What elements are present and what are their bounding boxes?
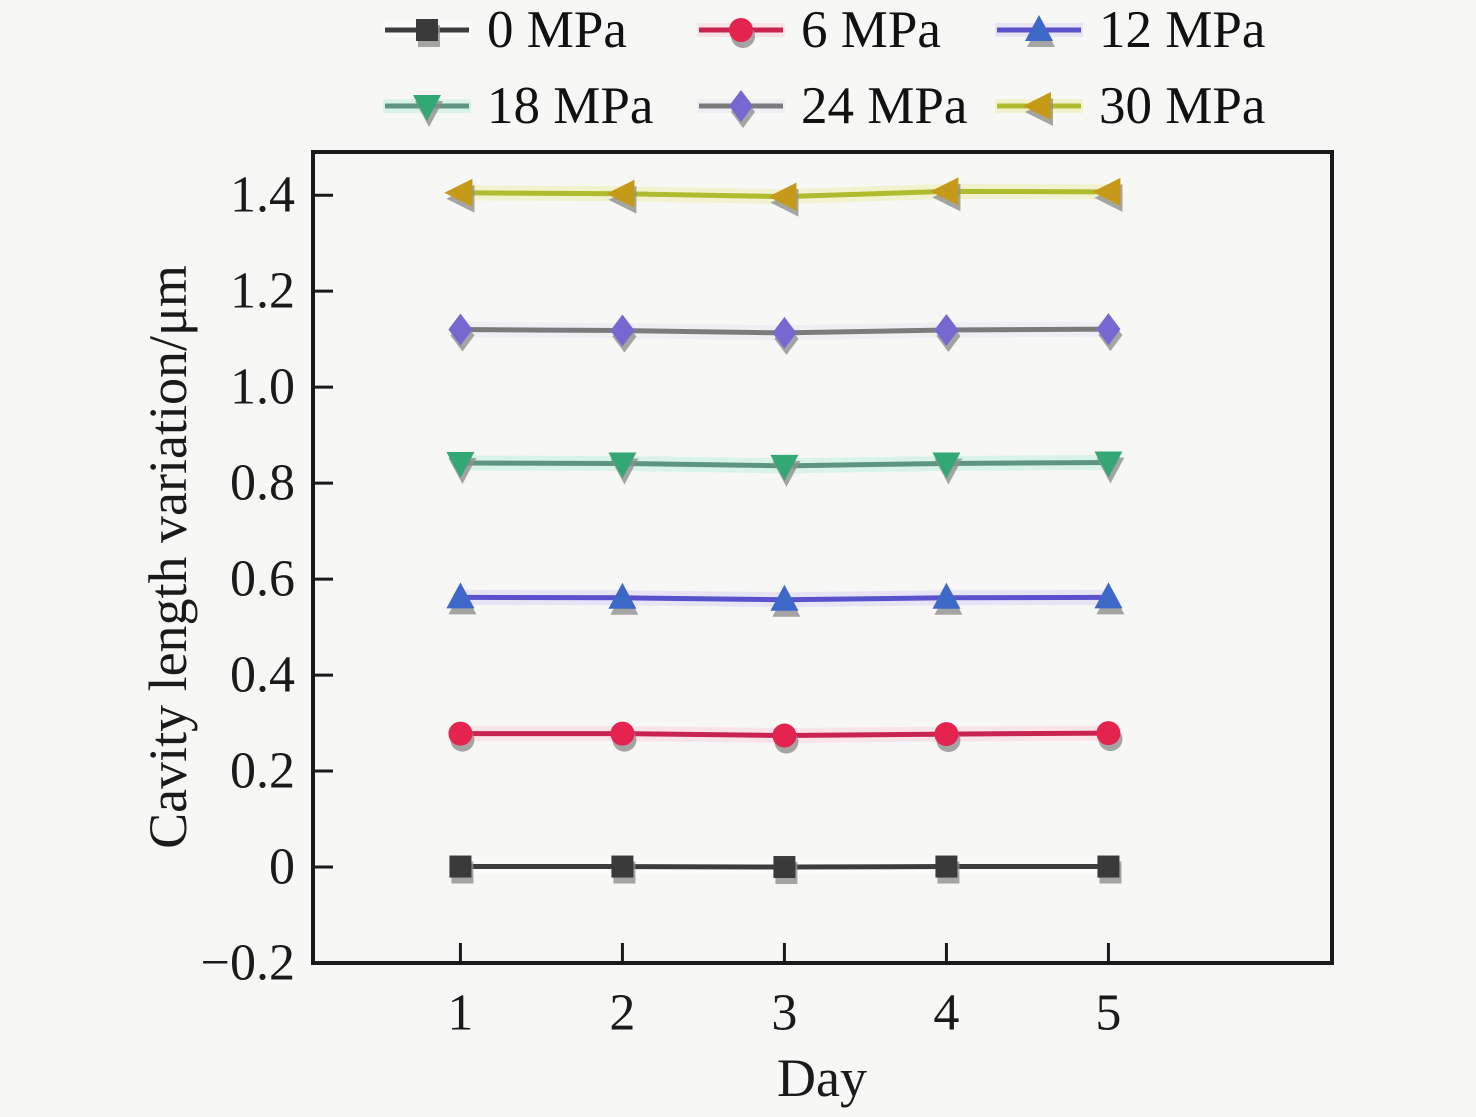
triangle-down-marker-icon <box>770 454 799 481</box>
circle-marker-icon <box>934 722 959 747</box>
triangle-left-marker-icon <box>444 178 473 207</box>
square-marker-icon <box>449 855 472 878</box>
y-tick-label: 0.6 <box>230 551 295 608</box>
y-axis-title: Cavity length variation/μm <box>138 265 198 849</box>
y-tick-label: 0.2 <box>230 743 295 800</box>
circle-marker-icon <box>1096 721 1121 746</box>
legend-item-30-mpa: 30 MPa <box>995 78 1335 134</box>
x-tick-label: 4 <box>933 985 959 1042</box>
triangle-up-marker-icon <box>1025 15 1053 41</box>
x-axis-title: Day <box>777 1048 867 1108</box>
legend-marker-icon <box>995 15 1083 47</box>
legend-marker-icon <box>697 90 785 128</box>
triangle-up-marker-icon <box>770 584 799 611</box>
y-tick-label: −0.2 <box>201 935 295 992</box>
triangle-down-marker-icon <box>1094 451 1123 478</box>
y-tick-label: 1.0 <box>230 359 295 416</box>
triangle-left-marker-icon <box>606 179 635 208</box>
legend-marker-icon <box>383 95 471 127</box>
legend: 0 MPa 6 MPa 12 MPa 18 MPa 24 MPa 30 MPa <box>383 0 1335 144</box>
square-marker-icon <box>773 856 796 879</box>
plot-border <box>311 150 1334 965</box>
legend-label: 0 MPa <box>487 0 627 59</box>
square-marker-icon <box>935 855 958 878</box>
legend-label: 24 MPa <box>801 76 968 135</box>
diamond-marker-icon <box>772 316 797 349</box>
x-tick-label: 5 <box>1095 985 1121 1042</box>
triangle-left-marker-icon <box>768 182 797 211</box>
legend-marker-icon <box>697 18 785 48</box>
plot-area: −0.2 0 0.2 0.4 0.6 0.8 1.0 1.2 1.4 1 2 3 4 5 <box>201 150 1334 1042</box>
triangle-up-marker-icon <box>446 582 475 609</box>
square-marker-icon <box>611 855 634 878</box>
triangle-up-marker-icon <box>1094 582 1123 609</box>
legend-item-6-mpa: 6 MPa <box>697 2 995 58</box>
triangle-up-marker-icon <box>932 582 961 609</box>
diamond-marker-icon <box>610 314 635 347</box>
legend-item-18-mpa: 18 MPa <box>383 78 697 134</box>
x-tick-label: 2 <box>609 985 635 1042</box>
triangle-left-marker-icon <box>1023 92 1051 120</box>
circle-marker-icon <box>610 721 635 746</box>
triangle-down-marker-icon <box>413 95 441 121</box>
diamond-marker-icon <box>729 90 753 122</box>
triangle-down-marker-icon <box>932 452 961 479</box>
x-tick-label: 1 <box>447 985 473 1042</box>
circle-marker-icon <box>772 723 797 748</box>
legend-item-0-mpa: 0 MPa <box>383 2 697 58</box>
y-tick-label: 0 <box>269 839 295 896</box>
legend-label: 30 MPa <box>1099 76 1266 135</box>
triangle-down-marker-icon <box>608 452 637 479</box>
legend-label: 18 MPa <box>487 76 654 135</box>
legend-item-24-mpa: 24 MPa <box>697 78 995 134</box>
legend-item-12-mpa: 12 MPa <box>995 2 1335 58</box>
triangle-left-marker-icon <box>1092 177 1121 206</box>
legend-label: 12 MPa <box>1099 0 1266 59</box>
square-marker-icon <box>416 19 438 41</box>
y-tick-label: 1.4 <box>230 167 295 224</box>
diamond-marker-icon <box>1096 313 1121 346</box>
y-tick-label: 0.4 <box>230 647 295 704</box>
square-marker-icon <box>1097 855 1120 878</box>
diamond-marker-icon <box>934 314 959 347</box>
legend-label: 6 MPa <box>801 0 941 59</box>
circle-marker-icon <box>729 18 753 42</box>
triangle-down-marker-icon <box>446 451 475 478</box>
x-tick-label: 3 <box>771 985 797 1042</box>
diamond-marker-icon <box>448 313 473 346</box>
triangle-up-marker-icon <box>608 582 637 609</box>
y-tick-label: 1.2 <box>230 263 295 320</box>
triangle-left-marker-icon <box>930 177 959 206</box>
circle-marker-icon <box>448 721 473 746</box>
legend-marker-icon <box>995 92 1083 126</box>
legend-marker-icon <box>383 19 471 47</box>
y-tick-label: 0.8 <box>230 455 295 512</box>
